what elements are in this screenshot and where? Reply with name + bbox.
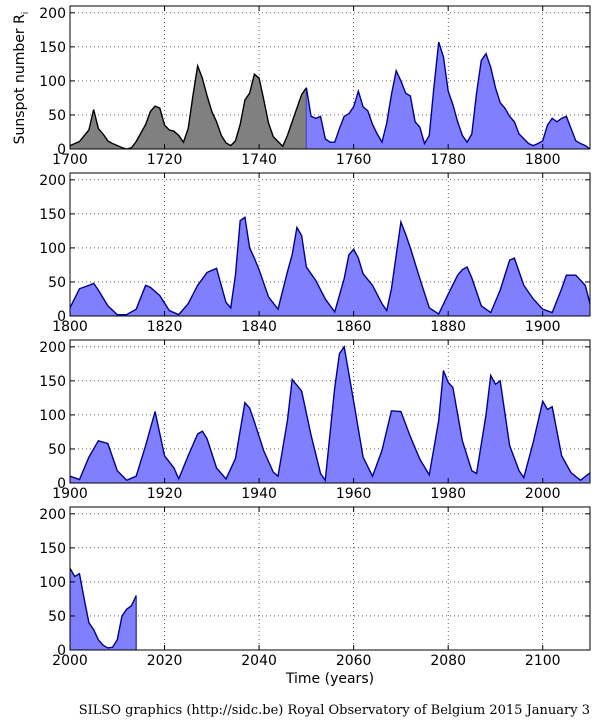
x-tick-label: 1900 [52, 486, 88, 502]
x-tick-label: 1780 [430, 152, 466, 168]
x-tick-label: 1700 [52, 152, 88, 168]
x-tick-label: 2020 [147, 653, 183, 669]
credit-text: SILSO graphics (http://sidc.be) Royal Ob… [78, 703, 590, 718]
y-tick-label: 150 [39, 541, 66, 557]
x-tick-label: 2080 [430, 653, 466, 669]
y-tick-label: 50 [48, 609, 66, 625]
x-tick-label: 2040 [241, 653, 277, 669]
observed-area [70, 217, 590, 316]
x-tick-label: 1980 [430, 486, 466, 502]
y-tick-label: 150 [39, 374, 66, 390]
y-tick-label: 100 [39, 575, 66, 591]
y-axis-label-subscript: i [21, 12, 31, 15]
observed-line [305, 41, 590, 149]
panel-1: 0 50 100 150 200 1700 1720 1740 1760 1780 1800 [39, 5, 591, 168]
x-tick-label: 1940 [241, 486, 277, 502]
y-tick-label: 50 [48, 275, 66, 291]
x-tick-label: 1720 [147, 152, 183, 168]
y-tick-label: 200 [39, 173, 66, 189]
y-tick-label: 50 [48, 442, 66, 458]
series-group [70, 41, 590, 149]
x-tick-label: 2100 [525, 653, 561, 669]
y-tick-label: 0 [57, 309, 66, 325]
y-tick-label: 0 [57, 643, 66, 659]
x-axis-label: Time (years) [285, 671, 374, 687]
y-axis-label: Sunspot number Ri [12, 12, 31, 145]
y-tick-label: 200 [39, 507, 66, 523]
observed-line [70, 567, 137, 649]
panel-2: 0 50 100 150 200 1800 1820 1840 1860 1880 1900 [39, 172, 591, 335]
y-tick-label: 100 [39, 74, 66, 90]
x-tick-label: 1800 [525, 152, 561, 168]
x-tick-label: 1840 [241, 319, 277, 335]
plot-area [70, 507, 590, 650]
y-tick-label: 150 [39, 40, 66, 56]
series-group [70, 567, 137, 650]
x-tick-label: 1820 [147, 319, 183, 335]
x-tick-label: 1760 [336, 152, 372, 168]
y-tick-label: 100 [39, 408, 66, 424]
x-tick-label: 1960 [336, 486, 372, 502]
series-group [70, 345, 590, 483]
y-tick-label: 0 [57, 142, 66, 158]
observed-line [70, 216, 590, 316]
x-tick-label: 2060 [336, 653, 372, 669]
y-tick-label: 150 [39, 207, 66, 223]
x-tick-label: 1860 [336, 319, 372, 335]
observed-area [70, 346, 590, 483]
panel-3: 0 50 100 150 200 1900 1920 1940 1960 1980 2000 [39, 339, 591, 502]
x-tick-label: 2000 [52, 653, 88, 669]
panel-4: 0 50 100 150 200 2000 2020 2040 2060 2080 2100 [39, 506, 591, 669]
x-tick-label: 1800 [52, 319, 88, 335]
plot-frame [69, 172, 591, 317]
plot-frame [69, 5, 591, 150]
plot-frame [69, 506, 591, 651]
plot-frame [69, 339, 591, 484]
x-tick-label: 1880 [430, 319, 466, 335]
observed-line [70, 345, 590, 483]
observed-area [306, 42, 590, 149]
y-tick-label: 0 [57, 476, 66, 492]
x-tick-label: 1900 [525, 319, 561, 335]
reconstructed-line [70, 63, 307, 149]
x-tick-label: 1920 [147, 486, 183, 502]
x-tick-label: 1740 [241, 152, 277, 168]
series-group [70, 216, 590, 316]
y-tick-label: 50 [48, 108, 66, 124]
y-tick-label: 200 [39, 6, 66, 22]
reconstructed-area [70, 65, 307, 149]
x-tick-label: 2000 [525, 486, 561, 502]
y-tick-label: 200 [39, 340, 66, 356]
y-tick-label: 100 [39, 241, 66, 257]
